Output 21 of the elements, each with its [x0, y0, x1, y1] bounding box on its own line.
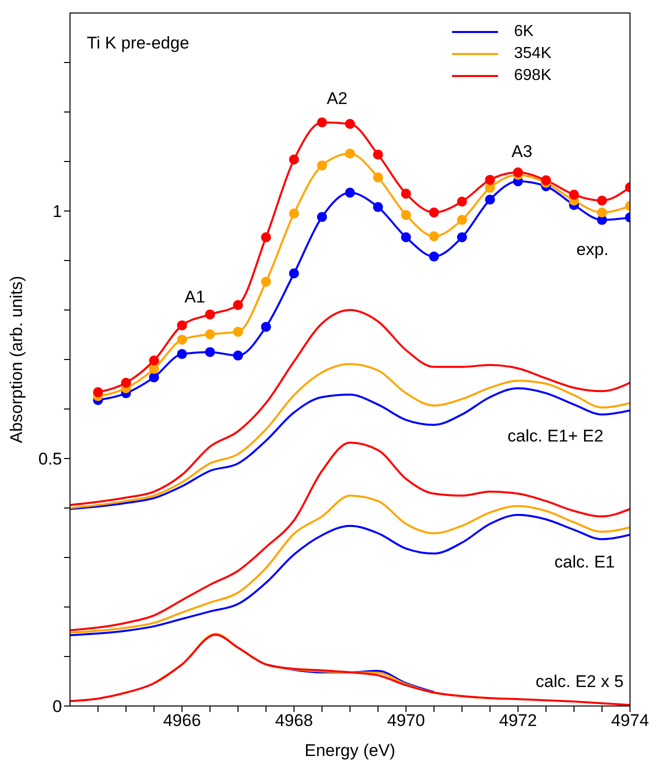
x-tick-label: 4968: [275, 711, 313, 730]
legend-label: 354K: [514, 44, 552, 64]
legend-label: 698K: [514, 66, 552, 86]
y-tick-label: 1: [52, 202, 62, 222]
x-tick-label: 4974: [611, 711, 649, 730]
x-tick-label: 4966: [163, 711, 201, 730]
y-axis-title: Absorption (arb. units): [7, 276, 26, 444]
annotation: A3: [512, 142, 532, 161]
x-axis-title: Energy (eV): [304, 741, 396, 760]
annotation: calc. E2 x 5: [536, 672, 624, 691]
annotation: A1: [184, 287, 206, 306]
x-tick-label: 4972: [499, 711, 537, 730]
annotation: A2: [326, 89, 348, 108]
x-tick-label: 4970: [387, 711, 425, 730]
y-tick-label: 0: [52, 697, 62, 716]
annotation: calc. E1+ E2: [508, 426, 604, 446]
annotation: Ti K pre-edge: [86, 34, 190, 53]
annotation: calc. E1: [554, 552, 615, 572]
y-tick-label: 0.5: [38, 450, 62, 469]
legend-label: 6K: [514, 22, 534, 42]
annotation: exp.: [576, 240, 609, 260]
